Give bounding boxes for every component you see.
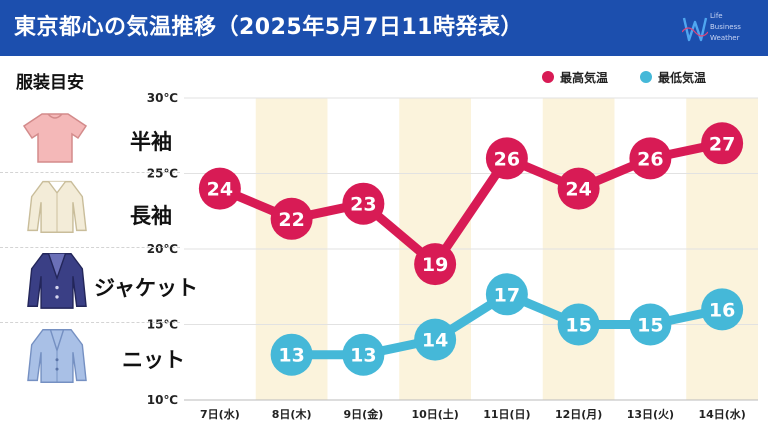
brand-text: Life Business Weather: [710, 11, 741, 44]
clothing-label-knit: ニット: [122, 348, 185, 372]
x-tick-label: 7日(水): [200, 407, 240, 421]
series-low-temp-value-label: 15: [565, 315, 591, 337]
y-tick-label: 25℃: [147, 167, 178, 181]
series-low-temp-value-label: 17: [494, 284, 520, 306]
guide-divider: [0, 247, 180, 248]
series-low-temp-point: [701, 288, 744, 331]
brand-line: Business: [710, 23, 741, 31]
series-low-temp-point: [342, 333, 385, 376]
series-low-temp-point: [485, 273, 528, 316]
y-tick-label: 20℃: [147, 242, 178, 256]
x-tick-label: 11日(日): [483, 408, 530, 421]
series-high-temp-value-label: 26: [637, 148, 663, 170]
clothing-label-long-sleeve: 長袖: [130, 204, 172, 228]
series-low-temp-value-label: 14: [422, 330, 448, 352]
series-high-temp-value-label: 22: [278, 209, 304, 231]
wave-logo-icon: [682, 17, 708, 42]
legend-marker: [542, 71, 554, 83]
header-bar: 東京都心の気温推移（2025年5月7日11時発表） Life Business …: [0, 0, 768, 56]
y-tick-label: 15℃: [147, 318, 178, 332]
clothing-label-jacket: ジャケット: [94, 276, 198, 300]
series-high-temp-point: [629, 137, 672, 180]
legend-label: 最低気温: [658, 70, 706, 85]
series-high-temp-value-label: 27: [709, 133, 735, 155]
series-high-temp-point: [270, 197, 313, 240]
series-high-temp-point: [414, 243, 457, 286]
series-high-temp-value-label: 26: [494, 148, 520, 170]
long-sleeve-blouse-icon: [27, 180, 87, 233]
series-high-temp-value-label: 23: [350, 194, 376, 216]
series-low-temp-point: [414, 318, 457, 361]
clothing-guide-heading: 服装目安: [16, 73, 84, 93]
x-tick-label: 8日(木): [272, 407, 312, 421]
brand-line: Weather: [710, 34, 740, 42]
series-high-temp-point: [485, 137, 528, 180]
series-low-temp-point: [629, 303, 672, 346]
series-high-temp-point: [557, 167, 600, 210]
series-high-temp-point: [701, 122, 744, 165]
series-high-temp-value-label: 24: [565, 179, 591, 201]
jacket-icon: [27, 253, 87, 309]
brand-logo: Life Business Weather: [676, 6, 766, 50]
series-low-temp-value-label: 16: [709, 299, 735, 321]
short-sleeve-shirt-icon: [22, 113, 88, 163]
series-low-temp-point: [270, 333, 313, 376]
y-tick-label: 10℃: [147, 393, 178, 407]
series-low-temp-value-label: 13: [350, 345, 376, 367]
clothing-label-short-sleeve: 半袖: [130, 130, 172, 154]
series-low-temp-point: [557, 303, 600, 346]
legend-label: 最高気温: [560, 70, 608, 85]
series-high-temp-value-label: 24: [207, 179, 233, 201]
guide-divider: [0, 172, 180, 173]
legend-marker: [640, 71, 652, 83]
series-high-temp-point: [342, 182, 385, 225]
x-tick-label: 14日(水): [698, 407, 745, 421]
brand-line: Life: [710, 12, 723, 20]
guide-divider: [0, 322, 180, 323]
series-low-temp-value-label: 15: [637, 315, 663, 337]
series-high-temp-value-label: 19: [422, 254, 448, 276]
page-title: 東京都心の気温推移（2025年5月7日11時発表）: [14, 15, 523, 40]
knit-cardigan-icon: [27, 329, 87, 383]
x-tick-label: 12日(月): [555, 408, 602, 421]
series-high-temp-point: [198, 167, 241, 210]
x-tick-label: 9日(金): [344, 407, 384, 421]
x-tick-label: 13日(火): [627, 408, 674, 421]
y-tick-label: 30℃: [147, 91, 178, 105]
series-low-temp-value-label: 13: [278, 345, 304, 367]
x-tick-label: 10日(土): [411, 407, 458, 421]
